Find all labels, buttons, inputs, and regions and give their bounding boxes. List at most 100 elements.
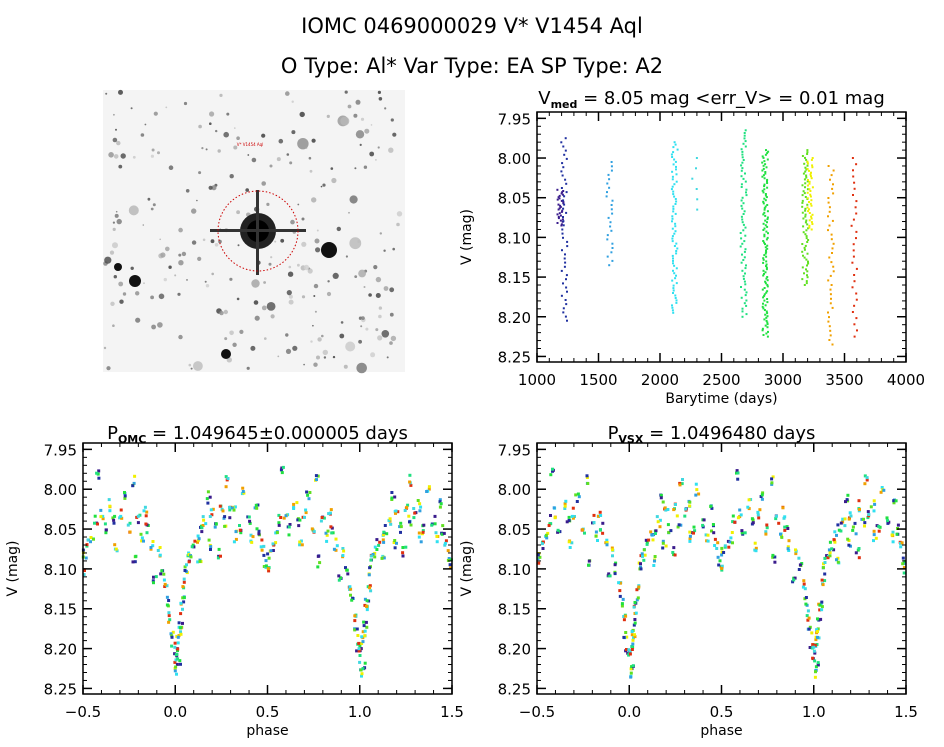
data-point: [806, 149, 809, 152]
data-point: [617, 581, 621, 585]
data-point: [160, 569, 164, 573]
data-point: [563, 507, 567, 510]
data-point: [805, 219, 808, 222]
field-star: [261, 181, 267, 186]
data-point: [310, 527, 314, 531]
data-point: [808, 224, 811, 227]
data-point: [792, 578, 796, 582]
field-star: [168, 265, 172, 269]
data-point: [766, 290, 769, 293]
data-point: [671, 215, 674, 218]
data-point: [742, 223, 745, 226]
data-point: [671, 306, 674, 309]
data-point: [408, 520, 411, 524]
data-point: [613, 572, 617, 576]
data-point: [832, 270, 835, 273]
data-point: [561, 174, 564, 177]
field-star: [386, 356, 389, 359]
field-star: [135, 317, 141, 323]
field-star: [354, 275, 358, 278]
data-point: [134, 554, 138, 558]
field-star: [289, 161, 293, 165]
field-star: [360, 325, 363, 328]
data-point: [894, 499, 898, 503]
data-point: [866, 516, 870, 520]
data-point: [557, 196, 560, 199]
field-star: [301, 241, 307, 247]
field-star: [210, 239, 215, 244]
data-point: [187, 560, 191, 564]
data-point: [608, 264, 611, 267]
data-point: [803, 272, 805, 275]
finder-target-label: V* V1454 Aql: [237, 142, 264, 147]
field-star: [144, 123, 147, 126]
field-star: [103, 346, 107, 350]
data-point: [211, 507, 215, 511]
data-point: [761, 329, 764, 332]
data-point: [804, 186, 806, 189]
data-point: [677, 523, 681, 527]
data-point: [736, 516, 740, 520]
data-point: [676, 525, 680, 529]
data-point: [855, 163, 858, 166]
data-point: [228, 505, 231, 509]
field-star: [285, 91, 290, 96]
data-point: [766, 152, 769, 155]
data-point: [810, 217, 813, 220]
data-point: [443, 541, 447, 545]
data-point: [606, 234, 609, 237]
data-point: [766, 321, 769, 324]
data-point: [751, 521, 755, 525]
field-star: [264, 337, 267, 340]
data-point: [821, 566, 825, 570]
field-star: [158, 293, 165, 300]
data-point: [805, 168, 808, 171]
field-star: [392, 132, 397, 137]
data-point: [674, 198, 677, 200]
data-point: [717, 563, 721, 567]
data-point: [831, 187, 834, 190]
data-point: [827, 201, 830, 204]
data-point: [811, 157, 814, 159]
figure-title: IOMC 0469000029 V* V1454 Aql: [301, 14, 643, 38]
field-star: [349, 195, 358, 204]
data-point: [433, 522, 437, 526]
data-point: [902, 571, 906, 575]
data-point: [607, 173, 610, 176]
data-point: [816, 627, 820, 631]
data-point: [559, 214, 562, 217]
field-star: [217, 149, 221, 153]
x-tick-label: 2500: [702, 371, 740, 389]
data-point: [560, 224, 563, 227]
data-point: [328, 511, 332, 515]
field-star: [197, 256, 202, 261]
data-point: [651, 538, 655, 542]
data-point: [329, 508, 333, 512]
field-star: [291, 130, 296, 135]
field-star: [361, 316, 365, 320]
data-point: [744, 140, 747, 143]
data-point: [847, 543, 851, 547]
data-point: [856, 329, 858, 332]
data-point: [872, 539, 875, 543]
field-star: [190, 367, 193, 370]
x-tick-label: 1.5: [894, 703, 918, 721]
field-star: [266, 202, 270, 206]
data-point: [673, 183, 676, 186]
data-point: [820, 605, 824, 609]
data-point: [674, 160, 677, 163]
data-point: [650, 533, 654, 537]
data-point: [435, 540, 439, 544]
bright-star: [221, 349, 231, 359]
data-point: [666, 508, 670, 511]
field-star: [115, 210, 118, 213]
field-star: [307, 268, 313, 274]
data-point: [158, 553, 162, 557]
field-star: [104, 256, 112, 264]
field-star: [186, 279, 188, 281]
data-point: [563, 265, 566, 268]
field-star: [116, 218, 122, 225]
data-point: [743, 288, 746, 291]
data-point: [274, 531, 278, 535]
data-point: [742, 202, 745, 205]
